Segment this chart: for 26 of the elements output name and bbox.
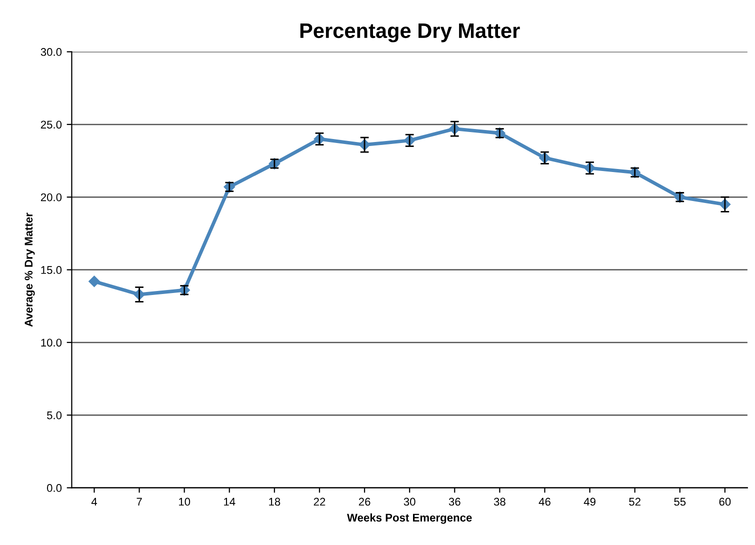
x-tick-label: 7 [136, 498, 142, 506]
chart-title: Percentage Dry Matter [300, 24, 520, 42]
x-tick-label: 14 [224, 498, 236, 506]
x-tick-label: 30 [404, 498, 416, 506]
x-tick-label: 18 [269, 498, 280, 506]
x-tick-label: 46 [538, 498, 550, 506]
x-tick-label: 10 [179, 498, 190, 506]
y-tick-label: 5.0 [47, 411, 62, 420]
point [88, 276, 100, 288]
x-tick-label: 52 [629, 498, 640, 506]
x-tick-label: 4 [91, 498, 98, 506]
x-tick-label: 60 [719, 498, 731, 506]
y-tick-label: 10.0 [41, 338, 62, 347]
x-tick-label: 49 [584, 498, 596, 506]
x-tick-label: 26 [358, 498, 370, 506]
x-tick-label: 22 [314, 498, 326, 506]
y-axis-title: Average % Dry Matter [24, 212, 35, 327]
x-tick-label: 55 [674, 498, 686, 506]
y-tick-label: 25.0 [40, 120, 62, 129]
y-tick-label: 15.0 [41, 266, 62, 274]
x-tick-label: 38 [494, 498, 506, 506]
y-tick-label: 20.0 [40, 193, 62, 202]
y-tick-label: 30.0 [40, 48, 62, 56]
x-tick-label: 36 [448, 498, 460, 506]
y-tick-label: 0.0 [46, 484, 62, 492]
x-axis-title: Weeks Post Emergence [347, 513, 472, 524]
